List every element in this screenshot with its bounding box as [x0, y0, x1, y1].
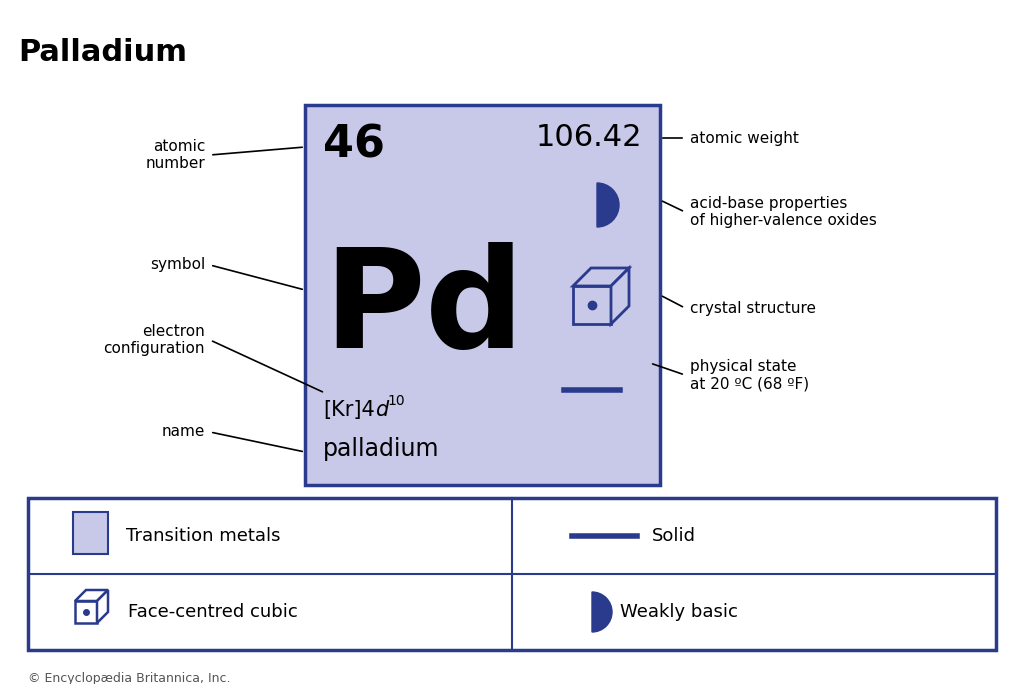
Bar: [75, 601, 97, 623]
Bar: [305, 105, 660, 485]
Text: name: name: [162, 425, 205, 440]
Polygon shape: [97, 590, 108, 623]
Text: atomic
number: atomic number: [145, 139, 205, 171]
Text: atomic weight: atomic weight: [690, 131, 799, 146]
Text: d: d: [375, 400, 388, 420]
Text: Transition metals: Transition metals: [126, 527, 281, 545]
Text: Weakly basic: Weakly basic: [620, 603, 738, 621]
Wedge shape: [592, 592, 612, 632]
Polygon shape: [611, 268, 629, 324]
Text: crystal structure: crystal structure: [690, 300, 816, 315]
Text: © Encyclopædia Britannica, Inc.: © Encyclopædia Britannica, Inc.: [28, 672, 230, 684]
Wedge shape: [597, 183, 618, 227]
Polygon shape: [75, 590, 108, 601]
Bar: [73, 512, 108, 554]
Text: Face-centred cubic: Face-centred cubic: [128, 603, 298, 621]
Bar: [573, 286, 611, 324]
Text: 10: 10: [387, 394, 404, 408]
Text: symbol: symbol: [150, 257, 205, 272]
Text: Solid: Solid: [652, 527, 696, 545]
Text: [Kr]4: [Kr]4: [323, 400, 375, 420]
Text: Pd: Pd: [323, 242, 524, 377]
Polygon shape: [573, 268, 629, 286]
Text: physical state
at 20 ºC (68 ºF): physical state at 20 ºC (68 ºF): [690, 359, 809, 391]
Text: electron
configuration: electron configuration: [103, 324, 205, 356]
Text: palladium: palladium: [323, 437, 439, 461]
Text: 46: 46: [323, 123, 385, 166]
Bar: [28, 498, 996, 650]
Text: acid-base properties
of higher-valence oxides: acid-base properties of higher-valence o…: [690, 196, 877, 228]
Text: 106.42: 106.42: [536, 123, 642, 152]
Text: Palladium: Palladium: [18, 38, 187, 67]
